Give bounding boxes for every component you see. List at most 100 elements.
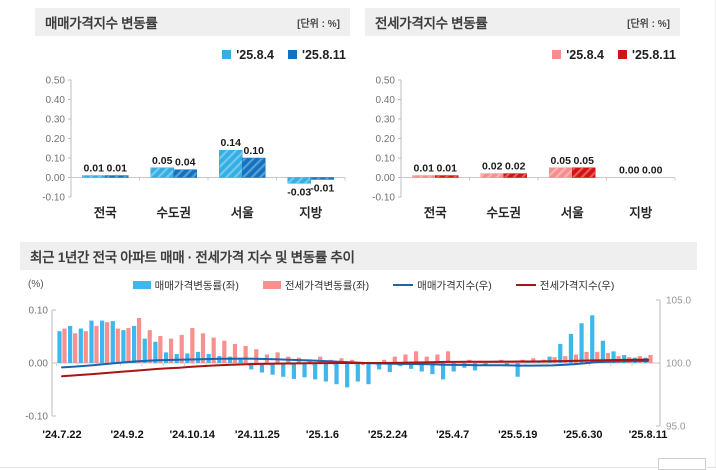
- bar: [68, 325, 73, 363]
- bar: [243, 346, 248, 363]
- bar: [142, 338, 147, 363]
- bar: [227, 356, 233, 363]
- category-label: 지방: [299, 205, 323, 220]
- bar: [174, 353, 179, 363]
- bar: [648, 355, 653, 363]
- svg-text:0.40: 0.40: [376, 95, 396, 106]
- bar: [222, 340, 227, 363]
- svg-text:0.00: 0.00: [46, 173, 66, 184]
- sale-price-change-panel: 매매가격지수 변동률 [단위 : %] '25.8.4 '25.8.11 0.50…: [35, 8, 350, 227]
- line-series: [61, 357, 649, 378]
- bar: [173, 169, 197, 178]
- bar: [200, 333, 206, 363]
- category-label: 전국: [424, 205, 448, 220]
- legend-swatch-icon: [222, 50, 232, 59]
- bar: [515, 363, 520, 377]
- jeonse-panel-header: 전세가격지수 변동률 [단위 : %]: [365, 8, 680, 36]
- bar: [158, 335, 163, 363]
- x-labels: '24.7.22 '24.9.2 '24.10.14 '24.11.25 '25.1.6…: [42, 429, 667, 441]
- bar: [313, 363, 318, 380]
- x-tick-label: '25.4.7: [436, 429, 469, 441]
- bar-value-label: -0.03: [287, 186, 311, 198]
- bar: [595, 351, 600, 363]
- x-tick-label: '25.2.24: [368, 429, 408, 441]
- bar: [605, 352, 610, 363]
- trend-combo-chart: 0.10 0.00 -0.10 105.0 100.0 95.0 '24.7.22 '24.9…: [20, 296, 697, 453]
- bar: [424, 356, 429, 363]
- legend-label: 전세가격변동률(좌): [284, 279, 370, 292]
- bar-value-label: 0.00: [619, 165, 640, 177]
- bar: [552, 357, 557, 363]
- left-axis-unit-label: (%): [28, 279, 44, 290]
- bar: [549, 167, 573, 178]
- bar: [334, 363, 339, 385]
- y-axis: 0.50 0.40 0.30 0.20 0.10 0.00 -0.10: [372, 76, 402, 204]
- svg-text:-0.10: -0.10: [25, 412, 48, 423]
- bar: [78, 328, 83, 363]
- bar: [435, 175, 459, 178]
- jeonse-unit-label: [단위 : %]: [627, 18, 670, 30]
- bar: [100, 320, 105, 363]
- sale-panel-title: 매매가격지수 변동률: [45, 16, 158, 31]
- bar: [430, 363, 435, 375]
- svg-text:0.30: 0.30: [376, 115, 396, 126]
- svg-text:0.10: 0.10: [46, 154, 66, 165]
- x-tick-label: '25.6.30: [563, 429, 602, 441]
- legend-item-0: '25.8.4: [222, 48, 274, 62]
- svg-text:0.30: 0.30: [46, 115, 66, 126]
- bar-series: 0.01 0.01 전국 0.05 0.04 수도권 0.140.10 서울 -0.03 -0.0…: [82, 137, 334, 220]
- svg-text:100.0: 100.0: [666, 359, 691, 370]
- x-tick-label: '24.9.2: [111, 429, 144, 441]
- bar: [153, 341, 158, 363]
- bar: [590, 315, 595, 363]
- legend-label: '25.8.11: [302, 47, 346, 62]
- bar: [259, 363, 265, 373]
- bar: [445, 351, 451, 363]
- legend-label: 매매가격변동률(좌): [154, 279, 239, 292]
- bar: [179, 334, 184, 363]
- bar-value-label: 0.01: [84, 163, 105, 175]
- x-tick-label: '25.1.6: [306, 429, 339, 441]
- x-tick-label: '24.11.25: [235, 429, 280, 441]
- x-tick-label: '25.8.11: [629, 429, 668, 441]
- bar: [110, 321, 115, 363]
- bar: [249, 363, 254, 370]
- svg-text:0.40: 0.40: [46, 95, 66, 106]
- svg-text:0.00: 0.00: [376, 173, 396, 184]
- svg-text:-0.10: -0.10: [372, 193, 395, 204]
- legend-swatch-icon: [393, 283, 414, 287]
- y-axis: 0.50 0.40 0.30 0.20 0.10 0.00 -0.10: [42, 76, 72, 204]
- bar: [572, 167, 596, 178]
- jeonse-panel-title: 전세가격지수 변동률: [375, 16, 488, 31]
- bar: [94, 325, 99, 363]
- bar-value-label: 0.05: [574, 155, 595, 167]
- bar: [219, 149, 243, 178]
- bar: [185, 353, 190, 363]
- category-label: 전국: [94, 205, 118, 220]
- bar: [291, 363, 296, 379]
- jeonse-chart-legend: '25.8.4 '25.8.11: [365, 47, 680, 62]
- sale-chart-legend: '25.8.4 '25.8.11: [35, 47, 350, 62]
- bar: [150, 167, 174, 178]
- bar: [435, 354, 440, 363]
- bar: [168, 338, 174, 363]
- bar: [232, 343, 238, 363]
- bar: [323, 363, 328, 382]
- bar: [483, 363, 488, 366]
- bar: [360, 363, 365, 366]
- legend-item-bar-1: 전세가격변동률(좌): [262, 278, 370, 293]
- bar: [195, 351, 201, 363]
- bar: [163, 352, 169, 363]
- bar: [600, 340, 605, 363]
- trend-chart-legend: 매매가격변동률(좌) 전세가격변동률(좌) 매매가격지수(우) 전세가격지수(우): [50, 276, 697, 294]
- legend-item-line-0: 매매가격지수(우): [393, 278, 492, 293]
- svg-text:95.0: 95.0: [666, 422, 686, 433]
- bar: [275, 352, 280, 363]
- sale-panel-header: 매매가격지수 변동률 [단위 : %]: [35, 8, 350, 36]
- bar: [211, 337, 216, 363]
- x-tick-label: '24.10.14: [170, 429, 216, 441]
- bar-value-label: 0.01: [107, 163, 128, 175]
- legend-label: '25.8.4: [566, 47, 604, 62]
- legend-swatch-icon: [515, 283, 536, 287]
